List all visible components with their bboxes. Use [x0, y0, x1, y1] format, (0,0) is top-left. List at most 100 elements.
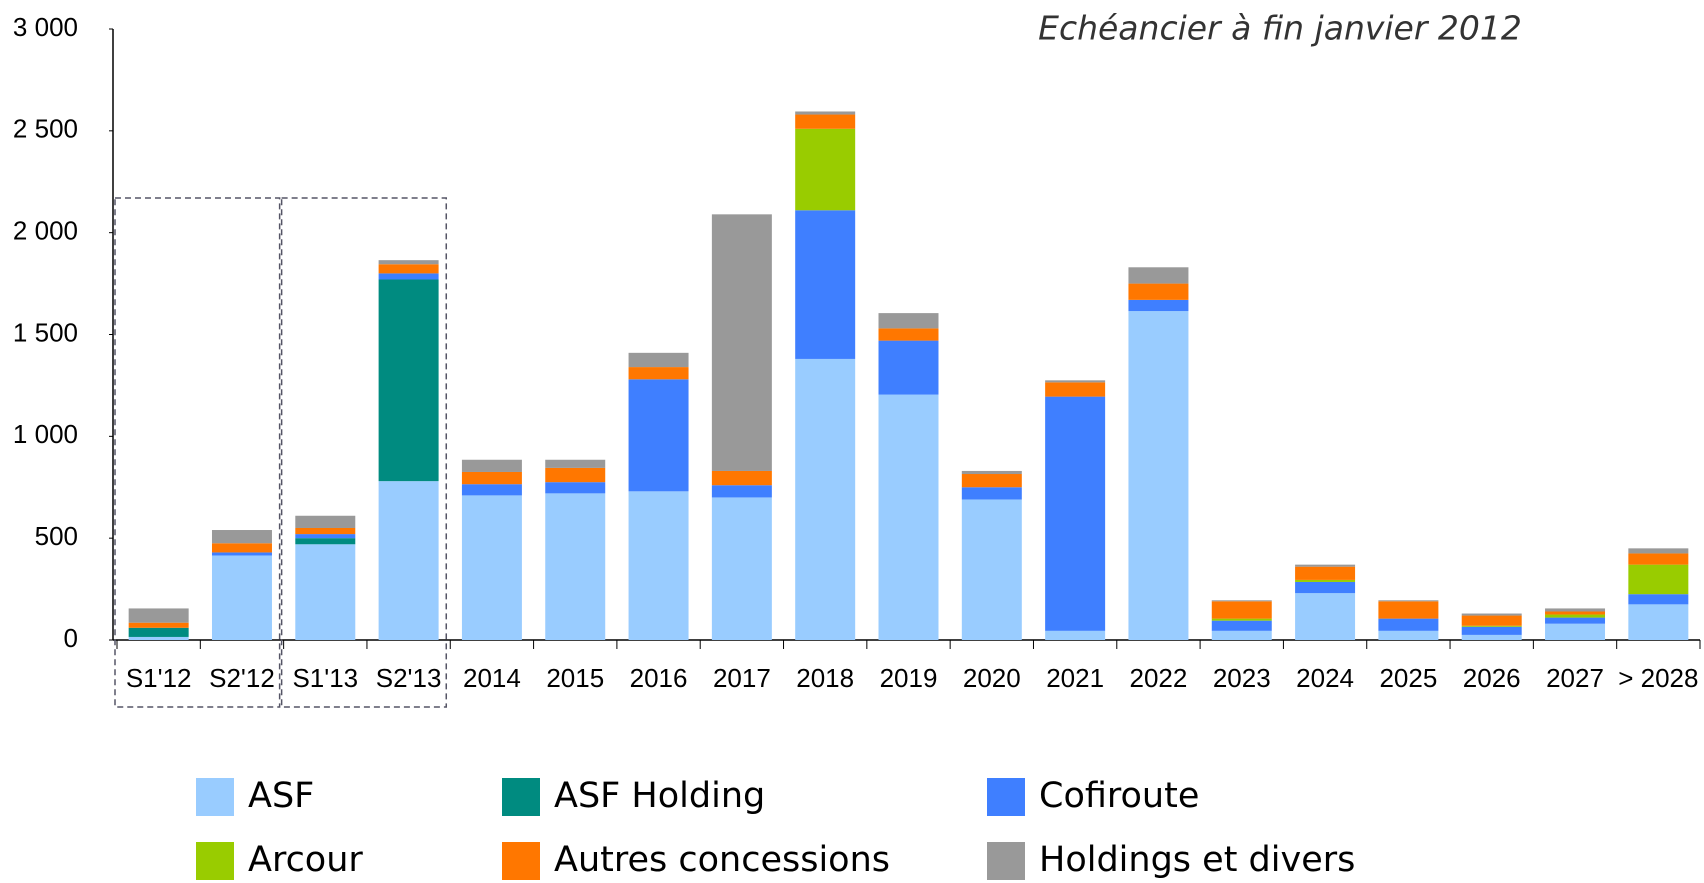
bar-segment — [128, 636, 189, 640]
bar-segment — [961, 499, 1022, 640]
bar-segment — [211, 552, 272, 556]
bar-segment — [378, 264, 439, 274]
bar-segment — [1295, 564, 1356, 567]
legend-label: Cofiroute — [1039, 776, 1199, 816]
bar-segment — [628, 491, 689, 640]
x-tick-label: 2014 — [463, 663, 521, 693]
x-tick-label: 2019 — [880, 663, 938, 693]
bar-segment — [1628, 594, 1689, 605]
x-tick-label: 2016 — [630, 663, 688, 693]
bar-segment — [128, 622, 189, 628]
bar-segment — [1128, 283, 1189, 300]
bar-segment — [211, 555, 272, 640]
bar-segment — [1295, 579, 1356, 582]
bar-segment — [795, 111, 856, 115]
legend-label: Autres concessions — [554, 840, 890, 880]
x-tick-label: 2020 — [963, 663, 1021, 693]
bar-segment — [295, 544, 356, 640]
bar-segment — [128, 627, 189, 637]
bar-segment — [1128, 299, 1189, 312]
bar-segment — [1045, 380, 1106, 383]
y-tick-label: 0 — [64, 623, 78, 653]
x-tick-label: S1'13 — [292, 663, 358, 693]
bar-segment — [461, 495, 522, 640]
bar-segment — [545, 467, 606, 483]
x-tick-label: 2015 — [546, 663, 604, 693]
bar-segment — [1211, 618, 1272, 621]
bar-segment — [628, 352, 689, 368]
bar-segment — [795, 358, 856, 640]
x-tick-label: 2023 — [1213, 663, 1271, 693]
bar-segment — [1295, 566, 1356, 580]
bar-segment — [961, 474, 1022, 488]
bar-segment — [1045, 396, 1106, 631]
bar-segment — [1461, 613, 1522, 616]
bar-segment — [1211, 620, 1272, 631]
bar-segment — [1545, 611, 1606, 615]
bar-segment — [1128, 267, 1189, 284]
x-tick-label: 2025 — [1379, 663, 1437, 693]
bar-segment — [878, 340, 939, 395]
y-tick-label: 500 — [35, 521, 78, 551]
bar-segment — [628, 379, 689, 492]
highlight-box — [280, 197, 448, 708]
bar-segment — [295, 538, 356, 545]
x-tick-label: 2017 — [713, 663, 771, 693]
bar-segment — [1545, 614, 1606, 618]
bar-segment — [878, 328, 939, 341]
y-tick-label: 1 500 — [13, 317, 78, 347]
bar-segment — [1045, 382, 1106, 397]
x-tick-label: 2026 — [1463, 663, 1521, 693]
bar-segment — [1128, 311, 1189, 640]
legend-label: Arcour — [248, 840, 363, 880]
x-tick-label: S2'13 — [376, 663, 442, 693]
bar-segment — [1378, 600, 1439, 602]
bar-segment — [1461, 615, 1522, 626]
bar-segment — [461, 484, 522, 496]
bar-segment — [211, 543, 272, 553]
legend-swatch — [987, 778, 1025, 816]
bar-segment — [878, 394, 939, 640]
legend-swatch — [987, 842, 1025, 880]
x-tick-label: 2021 — [1046, 663, 1104, 693]
bar-segment — [545, 482, 606, 494]
bar-segment — [711, 470, 772, 486]
legend-swatch — [502, 778, 540, 816]
bar-segment — [795, 210, 856, 359]
bar-segment — [128, 608, 189, 623]
x-tick-label: 2018 — [796, 663, 854, 693]
y-tick-label: 2 500 — [13, 114, 78, 144]
highlight-box — [114, 197, 281, 708]
x-tick-label: S2'12 — [209, 663, 275, 693]
bar-segment — [711, 214, 772, 471]
bar-segment — [1545, 617, 1606, 624]
bar-segment — [295, 527, 356, 535]
bar-segment — [378, 279, 439, 482]
bar-segment — [1211, 600, 1272, 602]
legend-label: ASF — [248, 776, 314, 816]
bar-segment — [295, 534, 356, 539]
bar-segment — [545, 493, 606, 640]
bar-segment — [711, 497, 772, 640]
x-tick-label: 2024 — [1296, 663, 1354, 693]
y-tick-label: 2 000 — [13, 216, 78, 246]
bar-segment — [1378, 630, 1439, 640]
bar-segment — [1211, 630, 1272, 640]
bar-segment — [545, 459, 606, 468]
bar-segment — [961, 487, 1022, 500]
legend-swatch — [502, 842, 540, 880]
bar-segment — [1461, 625, 1522, 627]
x-tick-label: 2027 — [1546, 663, 1604, 693]
legend-label: ASF Holding — [554, 776, 765, 816]
bar-segment — [461, 471, 522, 485]
x-tick-label: 2022 — [1130, 663, 1188, 693]
bar-segment — [1295, 593, 1356, 640]
bar-segment — [211, 530, 272, 544]
bar-segment — [795, 114, 856, 129]
bar-segment — [795, 128, 856, 211]
bar-segment — [1295, 581, 1356, 594]
x-tick-label: > 2028 — [1618, 663, 1698, 693]
bar-segment — [961, 470, 1022, 475]
bar-segment — [1211, 601, 1272, 619]
